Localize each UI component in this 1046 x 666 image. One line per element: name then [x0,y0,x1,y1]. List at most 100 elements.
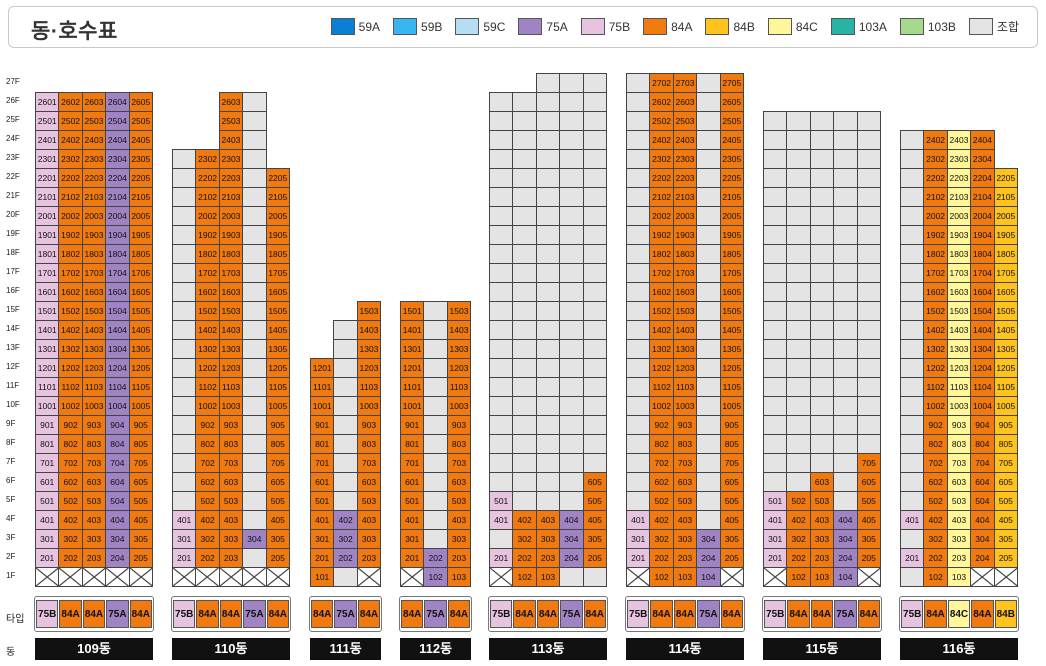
dong-label-115: 115동 [763,638,881,660]
unit-cell-guild [833,244,858,264]
unit-cell: 805 [265,434,290,454]
unit-cell: 305 [582,529,607,549]
unit-cell: 605 [582,472,607,492]
legend-label: 84A [671,19,693,34]
unit-cell: 1604 [105,282,130,302]
unit-cell: 702 [649,453,674,473]
unit-cell-guild [242,168,267,188]
unit-cell-guild [582,187,607,207]
unit-cell-guild [763,434,788,454]
unit-cell: 501 [763,491,788,511]
unit-cell: 1503 [218,301,244,321]
unit-cell: 2505 [719,111,744,131]
unit-cell-guild [423,396,448,416]
unit-cell-guild [582,434,607,454]
unit-cell: 1403 [946,320,972,340]
unit-cell-guild [900,434,925,454]
unit-cell: 1001 [35,396,60,416]
unit-cell: 1604 [970,282,995,302]
unit-cell-guild [242,244,267,264]
unit-cell: 2004 [105,206,130,226]
unit-cell: 1101 [35,377,60,397]
unit-cell: 1304 [105,339,130,359]
unit-cell: 1703 [672,263,698,283]
unit-cell: 1605 [265,282,290,302]
unit-cell: 504 [105,491,130,511]
unit-cell: 702 [195,453,220,473]
unit-cell-guild [172,377,197,397]
unit-cell: 404 [970,510,995,530]
unit-cell: 303 [446,529,472,549]
unit-cell: 2403 [218,130,244,150]
unit-cell-guild [900,206,925,226]
unit-cell: 2404 [105,130,130,150]
unit-cell: 1301 [35,339,60,359]
unit-cell: 1403 [81,320,107,340]
unit-cell: 1403 [218,320,244,340]
unit-cell-guild [535,453,561,473]
unit-cell-guild [333,377,358,397]
unit-cell-guild [582,244,607,264]
unit-cell: 1204 [970,358,995,378]
unit-cell-guild [559,206,584,226]
unit-cell: 404 [559,510,584,530]
type-box: 75B [36,600,59,628]
unit-cell-guild [763,225,788,245]
unit-cell: 1102 [195,377,220,397]
legend-item-59b: 59B [393,18,442,35]
unit-cell: 505 [993,491,1018,511]
unit-cell: 2002 [649,206,674,226]
unit-cell: 402 [923,510,948,530]
unit-cell: 1103 [81,377,107,397]
floor-label: 18F [6,248,20,257]
unit-cell: 402 [649,510,674,530]
unit-cell-guild [242,358,267,378]
unit-cell-guild [535,130,561,150]
type-frame [34,596,154,632]
dong-label-109: 109동 [35,638,153,660]
floor-label: 20F [6,210,20,219]
unit-cell: 1502 [649,301,674,321]
unit-cell-guild [626,434,651,454]
unit-cell-guild [512,491,537,511]
unit-cell: 405 [582,510,607,530]
unit-cell: 605 [128,472,153,492]
unit-cell: 703 [218,453,244,473]
legend-label: 조합 [996,20,1019,34]
unit-cell: 1404 [970,320,995,340]
unit-cell: 205 [582,548,607,568]
legend-item-59a: 59A [330,18,380,35]
type-box: 75A [834,600,857,628]
unit-cell: 404 [833,510,858,530]
unit-cell: 304 [696,529,721,549]
unit-cell-guild [535,377,561,397]
type-box: 84A [536,600,560,628]
unit-cell: 1702 [195,263,220,283]
unit-cell: 1703 [946,263,972,283]
unit-cell-guild [626,453,651,473]
floor-label: 5F [6,495,16,504]
unit-cell: 601 [400,472,425,492]
unit-cell: 1105 [993,377,1018,397]
unit-cell-guild [512,453,537,473]
unit-cell-guild [833,301,858,321]
unit-cell-guild [856,301,881,321]
unit-cell: 604 [970,472,995,492]
unit-cell: 403 [446,510,472,530]
unit-cell: 501 [400,491,425,511]
unit-cell-guild [512,111,537,131]
unit-cell: 2103 [81,187,107,207]
unit-cell: 1302 [195,339,220,359]
unit-cell-guild [559,168,584,188]
unit-cell-guild [696,339,721,359]
unit-cell-guild [763,282,788,302]
unit-cell: 904 [970,415,995,435]
unit-cell-guild [696,301,721,321]
unit-cell-guild [582,415,607,435]
unit-cell: 2204 [105,168,130,188]
unit-cell: 1702 [58,263,83,283]
unit-cell: 2001 [35,206,60,226]
unit-cell-guild [696,396,721,416]
unit-cell: 1602 [923,282,948,302]
unit-cell-guild [172,453,197,473]
